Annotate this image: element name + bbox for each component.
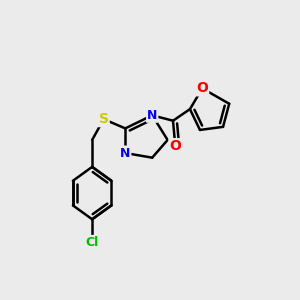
Text: O: O [169,139,181,153]
Text: N: N [120,146,130,160]
Text: O: O [196,81,208,95]
Text: N: N [147,109,158,122]
Text: Cl: Cl [85,236,99,249]
Text: S: S [99,112,109,126]
